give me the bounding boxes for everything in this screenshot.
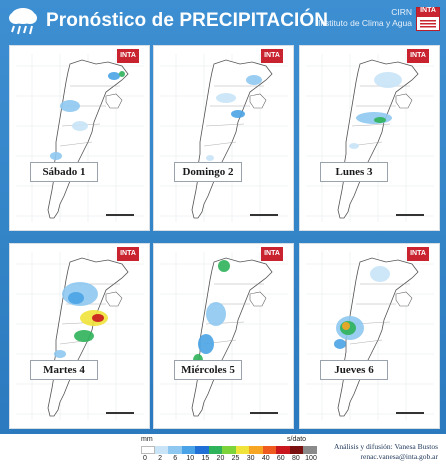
header: Pronóstico de PRECIPITACIÓN CIRN Institu…	[0, 0, 446, 42]
legend-swatch	[276, 446, 290, 454]
precipitation-area	[50, 152, 62, 160]
legend-tick-label: 0	[143, 455, 147, 462]
legend-color-bar	[141, 446, 317, 454]
legend-tick-label: 2	[158, 455, 163, 462]
legend-no-data: s/dato	[287, 436, 307, 443]
precipitation-area	[60, 100, 80, 112]
precipitation-area	[74, 330, 94, 342]
precipitation-area	[108, 72, 120, 80]
map-panel[interactable]: INTA Martes 4	[9, 243, 150, 429]
precipitation-map	[160, 54, 288, 222]
precipitation-area	[246, 75, 262, 85]
legend-swatch	[262, 446, 277, 454]
inta-mini-logo: INTA	[261, 247, 283, 261]
precipitation-area	[334, 339, 346, 349]
inta-logo: INTA	[416, 7, 440, 31]
inta-mini-logo: INTA	[117, 247, 139, 261]
precipitation-area	[206, 155, 214, 161]
org-line-2: Instituto de Clima y Agua	[317, 18, 412, 28]
legend-tick-label: 6	[173, 455, 178, 462]
legend-swatch	[195, 446, 209, 454]
legend-tick-label: 80	[292, 455, 300, 462]
inta-mini-logo: INTA	[261, 49, 283, 63]
precipitation-area	[374, 72, 402, 88]
precipitation-area	[216, 93, 236, 103]
legend-tick-label: 15	[201, 455, 210, 462]
precipitation-area	[342, 322, 350, 330]
precipitation-map	[16, 54, 144, 222]
precipitation-area	[370, 266, 390, 282]
institution-text: CIRN Instituto de Clima y Agua	[318, 7, 412, 29]
credits: Análisis y difusión: Vanesa Bustos renac…	[334, 442, 438, 462]
day-label: Miércoles 5	[174, 360, 242, 380]
rain-cloud-icon	[9, 8, 37, 35]
legend-swatch	[249, 446, 263, 454]
precipitation-area	[198, 334, 214, 354]
map-panel[interactable]: INTA Miércoles 5	[153, 243, 294, 429]
precipitation-area	[119, 71, 125, 77]
precipitation-map	[306, 252, 434, 420]
day-label: Domingo 2	[174, 162, 242, 182]
map-panel[interactable]: INTA Domingo 2	[153, 45, 294, 231]
day-label: Jueves 6	[320, 360, 388, 380]
legend-swatch	[141, 446, 155, 454]
precipitation-area	[374, 117, 386, 123]
precipitation-area	[231, 110, 245, 118]
precipitation-area	[72, 121, 88, 131]
credits-line-2: renac.vanesa@inta.gob.ar	[360, 452, 439, 461]
inta-mini-logo: INTA	[407, 49, 429, 63]
map-panel[interactable]: INTA Sábado 1	[9, 45, 150, 231]
legend-swatch	[181, 446, 196, 454]
title-main: PRECIPITACIÓN	[179, 10, 329, 31]
precipitation-area	[356, 112, 392, 124]
day-label: Sábado 1	[30, 162, 98, 182]
legend-tick-label: 100	[305, 455, 317, 462]
legend-swatch	[235, 446, 250, 454]
legend-ticks: 0 2 6 10 15 20 25 30 40 60 80 100	[141, 455, 319, 465]
legend-swatch	[208, 446, 223, 454]
legend-tick-label: 25	[231, 455, 240, 462]
institution-block: CIRN Instituto de Clima y Agua INTA	[318, 5, 440, 39]
precipitation-map	[160, 252, 288, 420]
precipitation-map	[306, 54, 434, 222]
day-label: Martes 4	[30, 360, 98, 380]
map-panel[interactable]: INTA Lunes 3	[299, 45, 440, 231]
legend-tick-label: 40	[261, 455, 270, 462]
precipitation-area	[206, 302, 226, 326]
legend-swatch	[222, 446, 236, 454]
credits-line-1: Análisis y difusión: Vanesa Bustos	[333, 442, 438, 451]
map-panel[interactable]: INTA Jueves 6	[299, 243, 440, 429]
precipitation-area	[218, 260, 230, 272]
precipitation-area	[54, 350, 66, 358]
legend-swatch	[154, 446, 169, 454]
inta-mini-logo: INTA	[407, 247, 429, 261]
inta-mini-logo: INTA	[117, 49, 139, 63]
legend-tick-label: 10	[186, 455, 195, 462]
org-line-1: CIRN	[391, 7, 412, 17]
precipitation-map	[16, 252, 144, 420]
inta-logo-text: INTA	[420, 7, 436, 14]
legend-tick-label: 20	[216, 455, 225, 462]
legend-tick-label: 60	[276, 455, 285, 462]
legend-unit: mm	[141, 436, 153, 443]
precipitation-area	[92, 314, 104, 322]
page-title: Pronóstico de PRECIPITACIÓN	[46, 10, 328, 32]
legend-swatch	[168, 446, 182, 454]
legend-tick-label: 30	[246, 455, 255, 462]
legend-swatch	[303, 446, 317, 454]
title-prefix: Pronóstico de	[46, 10, 180, 31]
legend-swatch	[289, 446, 304, 454]
precipitation-area	[349, 143, 359, 149]
precipitation-area	[68, 292, 84, 304]
day-label: Lunes 3	[320, 162, 388, 182]
footer: mm s/dato 0 2 6 10 15 20 25 30 40 60 80 100 Análisi…	[0, 434, 446, 466]
